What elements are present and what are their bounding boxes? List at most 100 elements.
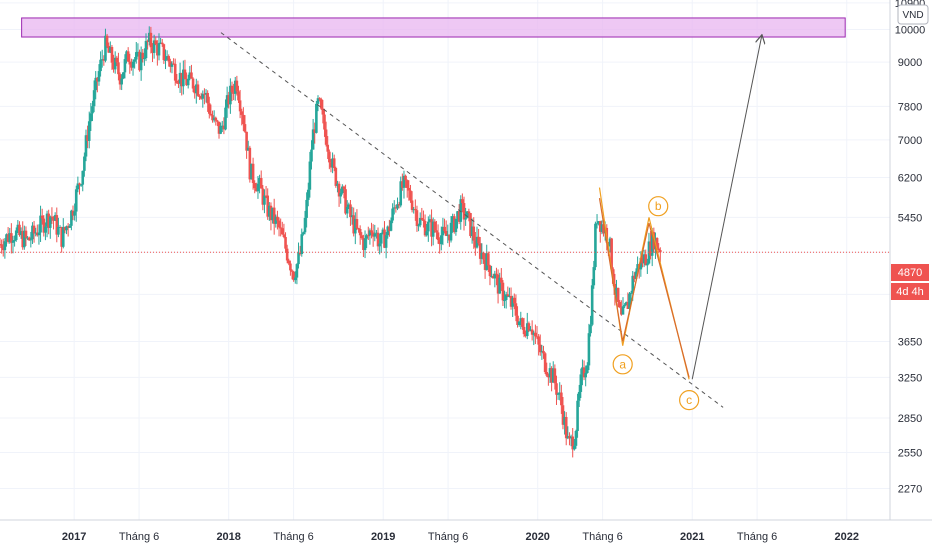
candle-127 — [204, 89, 208, 103]
candle-28 — [44, 222, 47, 241]
candle-body — [110, 46, 114, 63]
candle-body — [292, 271, 295, 281]
candle-body — [527, 323, 531, 331]
candle-body — [315, 103, 318, 133]
candle-183 — [295, 263, 299, 285]
candle-body — [139, 52, 143, 71]
candle-body — [182, 69, 185, 87]
candle-body — [448, 234, 451, 241]
candle-146 — [235, 75, 239, 96]
candle-198 — [319, 97, 323, 110]
candle-215 — [347, 202, 351, 210]
candle-body — [540, 350, 544, 353]
currency-badge[interactable]: VND — [897, 4, 929, 25]
candle-body — [480, 252, 484, 259]
candle-body — [624, 302, 628, 306]
candle-158 — [255, 182, 258, 192]
candle-body — [196, 84, 200, 96]
candle-238 — [384, 232, 388, 259]
candle-2 — [1, 238, 5, 257]
candle-body — [107, 45, 111, 53]
candle-175 — [282, 223, 286, 239]
candle-245 — [396, 197, 399, 211]
candle-body — [6, 234, 10, 242]
time-tick-7: Tháng 6 — [582, 531, 622, 543]
candle-body — [410, 200, 414, 210]
candle-135 — [217, 121, 221, 139]
candle-104 — [167, 54, 171, 67]
candle-body — [498, 277, 501, 294]
candle-body — [556, 393, 560, 395]
candle-body — [621, 306, 625, 315]
candle-body — [243, 124, 247, 132]
candle-360 — [582, 360, 586, 381]
candle-body — [169, 61, 172, 67]
candle-body — [529, 329, 532, 331]
candle-body — [573, 445, 576, 450]
candle-272 — [439, 226, 443, 251]
candle-body — [162, 44, 166, 61]
price-tick-2: 2850 — [898, 413, 922, 425]
candle-body — [287, 260, 291, 264]
candle-78 — [125, 50, 128, 64]
candle-193 — [311, 118, 315, 150]
candle-body — [592, 267, 596, 286]
candle-52 — [83, 152, 86, 177]
candle-148 — [238, 89, 242, 119]
candle-body — [141, 52, 145, 60]
candle-335 — [542, 345, 545, 359]
candle-327 — [529, 326, 532, 332]
candle-368 — [595, 214, 599, 229]
candle-body — [39, 215, 42, 233]
candle-290 — [469, 212, 472, 238]
candle-body — [57, 227, 60, 235]
wave-label-a: a — [612, 354, 633, 375]
candle-282 — [456, 210, 459, 229]
candle-body — [462, 203, 466, 220]
candle-347 — [561, 396, 565, 430]
candle-24 — [37, 224, 41, 245]
candle-body — [60, 226, 63, 247]
candle-244 — [394, 204, 398, 213]
price-tick-8: 6200 — [898, 172, 922, 184]
candle-body — [326, 144, 330, 152]
candle-260 — [420, 207, 424, 221]
candle-body — [259, 178, 263, 189]
candle-body — [113, 57, 117, 70]
candle-11 — [16, 219, 20, 233]
candle-137 — [220, 120, 224, 133]
candle-264 — [427, 216, 430, 242]
candle-266 — [430, 209, 433, 247]
candle-body — [451, 216, 454, 223]
candle-302 — [488, 264, 492, 286]
candle-body — [206, 92, 209, 104]
candle-190 — [306, 182, 310, 207]
candle-218 — [352, 207, 355, 237]
candle-body — [483, 259, 487, 270]
candle-48 — [76, 176, 80, 193]
candle-351 — [568, 432, 571, 446]
candle-354 — [573, 439, 576, 451]
candle-body — [29, 239, 33, 241]
candle-body — [302, 232, 305, 235]
candle-155 — [250, 163, 253, 180]
candle-body — [42, 218, 46, 233]
candle-body — [420, 217, 424, 220]
candle-95 — [152, 34, 156, 59]
candle-body — [144, 40, 148, 59]
candle-body — [305, 199, 308, 218]
candle-body — [167, 56, 171, 62]
candle-body — [500, 277, 503, 283]
candle-200 — [323, 108, 326, 137]
candle-377 — [610, 237, 613, 272]
candle-body — [76, 183, 80, 190]
candle-61 — [97, 64, 101, 86]
candle-102 — [164, 49, 167, 70]
candle-body — [263, 195, 266, 205]
candle-body — [331, 158, 334, 168]
candle-body — [469, 213, 472, 237]
candle-body — [568, 436, 571, 439]
candle-237 — [383, 221, 386, 249]
candle-body — [58, 226, 62, 228]
